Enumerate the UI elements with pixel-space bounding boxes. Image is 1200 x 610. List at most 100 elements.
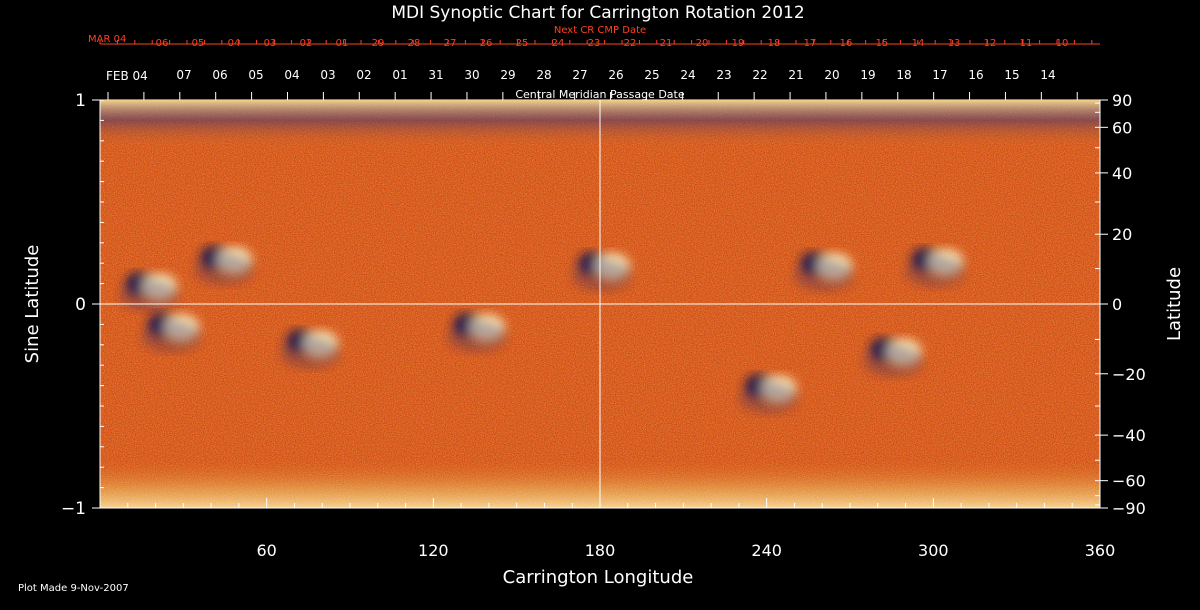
y-right-tick-label: 90 (1112, 91, 1132, 110)
cmp-start-label: FEB 04 (106, 69, 148, 83)
active-region (863, 336, 924, 377)
y-left-tick-label: −1 (61, 499, 86, 519)
x-axis-label: Carrington Longitude (503, 567, 694, 588)
cmp-day-label: 25 (644, 68, 659, 82)
y-right-tick-label: −40 (1112, 426, 1146, 445)
next-cr-day-label: 13 (948, 38, 961, 49)
y-right-tick-label: 0 (1112, 295, 1122, 314)
plage-halo (141, 320, 202, 353)
x-axis-ticks: 60 120 180 240 300 360 (127, 498, 1116, 560)
y-right-tick-label: 40 (1112, 164, 1132, 183)
y-right-tick-label: 60 (1112, 118, 1132, 137)
cmp-day-label: 30 (464, 68, 479, 82)
x-tick-label-120: 120 (418, 541, 449, 560)
cmp-day-label: 28 (536, 68, 551, 82)
plage-halo (905, 255, 966, 288)
active-region (572, 251, 632, 292)
cmp-day-label: 01 (392, 68, 407, 82)
active-region (794, 251, 855, 292)
next-cr-day-label: 28 (408, 38, 421, 49)
plage-halo (863, 344, 924, 377)
y-axis-left-ticks: 1 0 −1 (61, 91, 104, 519)
y-axis-right-ticks: 90 60 40 20 0 −20 −40 −60 −90 (1095, 91, 1146, 518)
plage-halo (119, 279, 180, 312)
next-cr-ticks: 06 05 04 03 02 01 29 28 27 26 25 24 23 22 21 20 19 18 17 16… (99, 38, 1093, 49)
next-cr-day-label: 10 (1056, 38, 1069, 49)
y-axis-left-label: Sine Latitude (22, 245, 43, 364)
cmp-day-label: 31 (428, 68, 443, 82)
cmp-day-label: 02 (356, 68, 371, 82)
y-left-tick-label: 0 (75, 295, 86, 315)
cmp-day-label: 23 (716, 68, 731, 82)
next-cr-day-label: 29 (372, 38, 385, 49)
next-cr-day-label: 22 (624, 38, 637, 49)
plage-halo (194, 253, 255, 286)
cmp-day-label: 19 (860, 68, 875, 82)
x-tick-label-240: 240 (751, 541, 782, 560)
next-cr-day-label: 02 (300, 38, 313, 49)
next-cr-day-label: 26 (480, 38, 493, 49)
next-cr-day-label: 04 (228, 38, 241, 49)
next-cr-day-label: 17 (804, 38, 817, 49)
cmp-day-label: 24 (680, 68, 695, 82)
cmp-day-label: 16 (968, 68, 983, 82)
y-left-tick-label: 1 (75, 91, 86, 111)
chart-title: MDI Synoptic Chart for Carrington Rotati… (391, 3, 804, 23)
y-right-tick-label: −90 (1112, 499, 1146, 518)
x-tick-label-180: 180 (585, 541, 616, 560)
x-tick-label-300: 300 (918, 541, 949, 560)
plage-halo (447, 320, 507, 353)
active-region (141, 312, 202, 353)
next-cr-day-label: 21 (660, 38, 673, 49)
cmp-day-label: 15 (1004, 68, 1019, 82)
cmp-day-label: 17 (932, 68, 947, 82)
cmp-day-label: 22 (752, 68, 767, 82)
next-cr-day-label: 19 (732, 38, 745, 49)
cmp-date-ticks: 07 06 05 04 03 02 01 31 30 29 28 27 26 25 24 23 22 21 20 19… (107, 68, 1078, 100)
cmp-day-label: 04 (284, 68, 299, 82)
plot-made-note: Plot Made 9-Nov-2007 (18, 583, 129, 594)
next-cr-day-label: 12 (984, 38, 997, 49)
cmp-day-label: 06 (212, 68, 227, 82)
x-tick-label-60: 60 (256, 541, 276, 560)
next-cr-day-label: 14 (912, 38, 925, 49)
active-region (280, 328, 341, 369)
next-cr-day-label: 16 (840, 38, 853, 49)
next-cr-date-axis: Next CR CMP Date MAR 04 06 05 04 03 02 01 29 28… (88, 25, 1100, 49)
next-cr-day-label: 11 (1020, 38, 1033, 49)
next-cr-day-label: 24 (552, 38, 565, 49)
next-cr-start-label: MAR 04 (88, 34, 126, 45)
cmp-day-label: 20 (824, 68, 839, 82)
next-cr-day-label: 15 (876, 38, 889, 49)
x-tick-label-360: 360 (1085, 541, 1116, 560)
plage-halo (794, 259, 855, 292)
cmp-day-label: 05 (248, 68, 263, 82)
cmp-day-label: 27 (572, 68, 587, 82)
next-cr-day-label: 18 (768, 38, 781, 49)
active-region (194, 245, 255, 286)
next-cr-day-label: 27 (444, 38, 457, 49)
cmp-day-label: 26 (608, 68, 623, 82)
plage-halo (280, 336, 341, 369)
next-cr-day-label: 06 (156, 38, 169, 49)
y-axis-right-label: Latitude (1164, 267, 1185, 341)
active-region (447, 312, 507, 353)
plage-halo (572, 259, 632, 292)
next-cr-day-label: 01 (336, 38, 349, 49)
active-region (905, 247, 966, 288)
next-cr-axis-label: Next CR CMP Date (554, 25, 646, 36)
next-cr-day-label: 20 (696, 38, 709, 49)
cmp-day-label: 29 (500, 68, 515, 82)
y-right-tick-label: 20 (1112, 225, 1132, 244)
next-cr-day-label: 03 (264, 38, 277, 49)
cmp-day-label: 14 (1040, 68, 1055, 82)
cmp-day-label: 07 (176, 68, 191, 82)
cmp-day-label: 21 (788, 68, 803, 82)
y-right-tick-label: −60 (1112, 472, 1146, 491)
cmp-day-label: 03 (320, 68, 335, 82)
cmp-axis-label: Central Meridian Passage Date (515, 88, 684, 101)
next-cr-day-label: 05 (192, 38, 205, 49)
active-region (738, 373, 799, 414)
next-cr-day-label: 23 (588, 38, 601, 49)
